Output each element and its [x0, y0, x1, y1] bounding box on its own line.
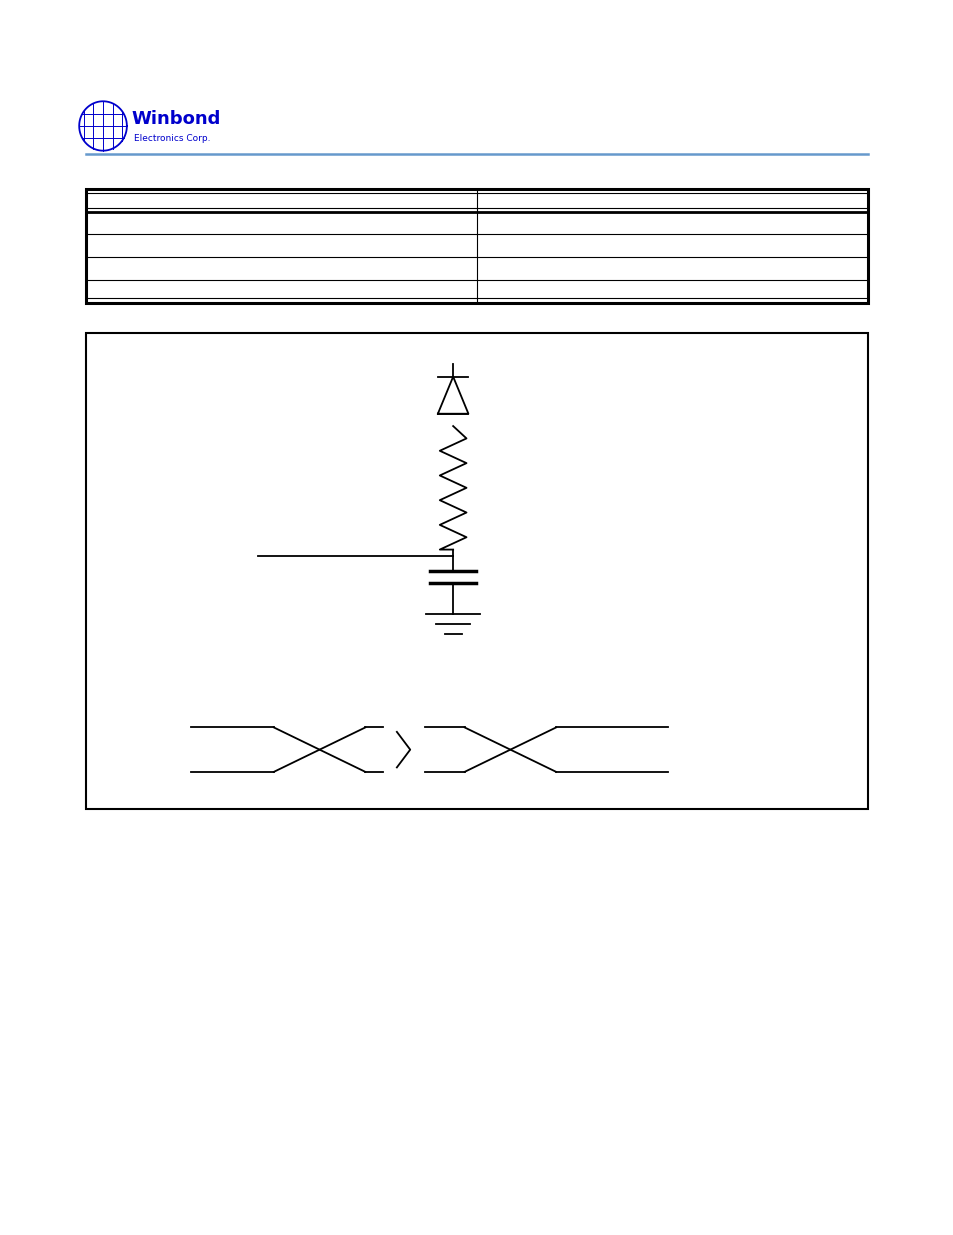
- Text: Electronics Corp.: Electronics Corp.: [133, 133, 210, 143]
- Bar: [86, 333, 867, 809]
- Bar: [86, 189, 867, 303]
- Text: Winbond: Winbond: [132, 110, 221, 127]
